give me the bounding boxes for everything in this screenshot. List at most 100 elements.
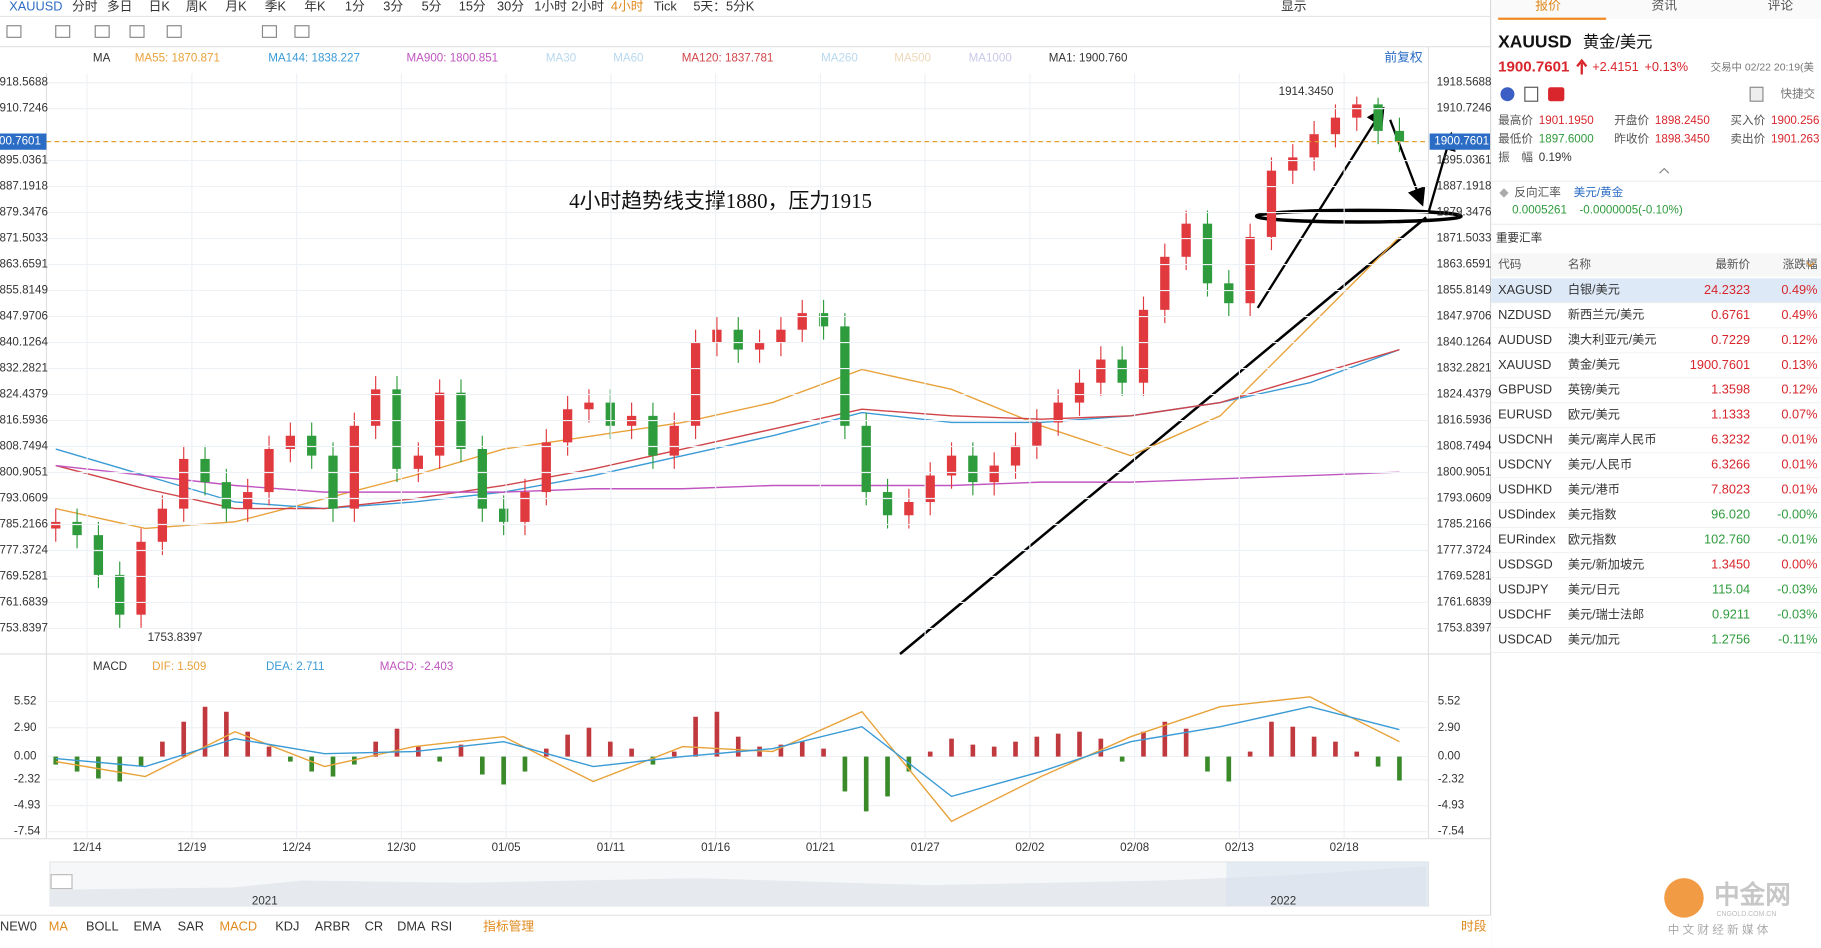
period-button[interactable]: 分时 [72, 0, 98, 14]
table-row[interactable] [1491, 303, 1821, 329]
table-row[interactable] [1491, 453, 1821, 479]
period-button[interactable]: 周K [186, 0, 208, 14]
indicator-tab[interactable]: DMA [397, 918, 426, 933]
code-clip: USDCNY [1498, 457, 1552, 472]
ma-legend[interactable]: MA55: 1870.871 [135, 51, 220, 64]
code-clip: USDCHF [1498, 606, 1551, 621]
period-button[interactable]: 年K [304, 0, 326, 14]
period-button[interactable]: 多日 [107, 0, 133, 14]
display-menu[interactable]: 显示 [1281, 0, 1307, 14]
table-row[interactable] [1491, 627, 1821, 653]
period-button[interactable]: 30分 [497, 0, 524, 14]
table-row[interactable] [1491, 528, 1821, 553]
period-button[interactable]: 5天：5分K [693, 0, 754, 14]
table-row[interactable] [1491, 403, 1821, 429]
macd-bar [330, 756, 336, 777]
shortcut[interactable]: 快捷交 [1780, 86, 1815, 100]
macd-legend[interactable]: DIF: 1.509 [152, 660, 206, 673]
table-row[interactable] [1491, 478, 1821, 504]
ma-legend[interactable]: MA120: 1837.781 [682, 51, 774, 64]
macd-legend[interactable]: DEA: 2.711 [266, 660, 325, 673]
price-cell: 1.2756 [1711, 631, 1750, 646]
period-button[interactable]: 4小时 [611, 0, 644, 14]
period-button[interactable]: 5分 [422, 0, 442, 14]
period-button[interactable]: 3分 [383, 0, 403, 14]
indicator-tab[interactable]: SAR [178, 918, 204, 933]
period-button[interactable]: 2小时 [571, 0, 604, 14]
symbol[interactable]: XAUUSD [9, 0, 62, 14]
period-button[interactable]: 季K [265, 0, 287, 14]
adjust-mode[interactable]: 前复权 [1384, 50, 1423, 65]
ma-legend[interactable]: MA60 [613, 51, 643, 64]
ma-legend[interactable]: MA900: 1800.851 [406, 51, 498, 64]
table-row[interactable] [1491, 602, 1821, 628]
period-button[interactable]: 日K [149, 0, 171, 14]
candle-body [413, 455, 423, 469]
tool-icon[interactable] [294, 25, 310, 38]
session[interactable]: 时段 [1461, 918, 1487, 933]
tool-icon[interactable] [166, 25, 182, 38]
macd-bar [885, 756, 890, 797]
navigator-handle[interactable] [50, 874, 73, 890]
watermark-brand: 中金网 [1714, 880, 1791, 909]
macd-bar [1141, 731, 1146, 757]
collapse[interactable] [1659, 167, 1670, 174]
table-row[interactable] [1491, 353, 1821, 379]
table-header-cell: 最新价 [1715, 257, 1750, 271]
icon[interactable] [1524, 86, 1539, 102]
table-row[interactable] [1491, 278, 1821, 304]
candle-body [925, 475, 935, 503]
panel-tab[interactable]: 报价 [1535, 0, 1561, 12]
macd-bar [757, 746, 762, 757]
navigator-window[interactable] [1226, 861, 1429, 907]
icon[interactable] [1749, 86, 1764, 102]
indicator-tab[interactable]: MACD [219, 918, 257, 933]
period-button[interactable]: 15分 [459, 0, 486, 14]
tool-icon[interactable] [55, 25, 71, 38]
table-row[interactable] [1491, 577, 1821, 603]
indicator-tab[interactable]: CR [365, 918, 383, 933]
macd-bar [288, 756, 293, 762]
tool-icon[interactable] [261, 25, 277, 38]
indicator-tab[interactable]: RSI [431, 918, 452, 933]
ma-legend[interactable]: MA260 [821, 51, 858, 64]
tool-icon[interactable] [94, 25, 110, 38]
period-button[interactable]: Tick [654, 0, 678, 14]
period-button[interactable]: 1分 [345, 0, 365, 14]
table-row[interactable] [1491, 378, 1821, 404]
ma-legend[interactable]: MA1: 1900.760 [1049, 51, 1128, 64]
ma-legend[interactable]: MA144: 1838.227 [268, 51, 360, 64]
indicator-tab[interactable]: KDJ [275, 918, 299, 933]
indicator-tab[interactable]: ARBR [315, 918, 350, 933]
ma-legend[interactable]: MA [93, 51, 111, 64]
indicator-tab[interactable]: BOLL [86, 918, 119, 933]
candle-body [115, 574, 125, 615]
change-cell: 0.07% [1781, 407, 1817, 422]
table-row[interactable] [1491, 552, 1821, 578]
table-row[interactable] [1491, 428, 1821, 454]
indicator-tab[interactable]: EMA [134, 918, 162, 933]
x-tick-label: 12/24 [282, 841, 312, 854]
icon[interactable] [1500, 87, 1515, 102]
period-button[interactable]: 1小时 [534, 0, 567, 14]
price-cell: 96.020 [1711, 507, 1750, 522]
macd-legend[interactable]: MACD: -2.403 [380, 660, 454, 673]
indicator-tab[interactable]: MA [49, 918, 69, 933]
table-row[interactable] [1491, 503, 1821, 529]
ma-legend[interactable]: MA1000 [969, 51, 1012, 64]
macd-bar [1098, 738, 1104, 757]
reverse-price: 0.0005261 [1512, 203, 1567, 216]
reverse-change: -0.0000005(-0.10%) [1579, 203, 1682, 216]
ma-legend[interactable]: MA30 [546, 51, 576, 64]
period-button[interactable]: 月K [225, 0, 247, 14]
panel-tab[interactable]: 资讯 [1651, 0, 1677, 12]
indicator-tab[interactable]: NEW0 [0, 918, 37, 933]
tool-icon[interactable] [129, 25, 145, 38]
tool-icon[interactable] [6, 25, 22, 38]
panel-tab[interactable]: 评论 [1768, 0, 1794, 12]
indicator-tab[interactable]: 指标管理 [483, 918, 534, 933]
reverse-pair[interactable]: 美元/黄金 [1574, 185, 1624, 199]
table-row[interactable] [1491, 328, 1821, 354]
ma-legend[interactable]: MA500 [894, 51, 931, 64]
icon[interactable] [1548, 87, 1565, 102]
